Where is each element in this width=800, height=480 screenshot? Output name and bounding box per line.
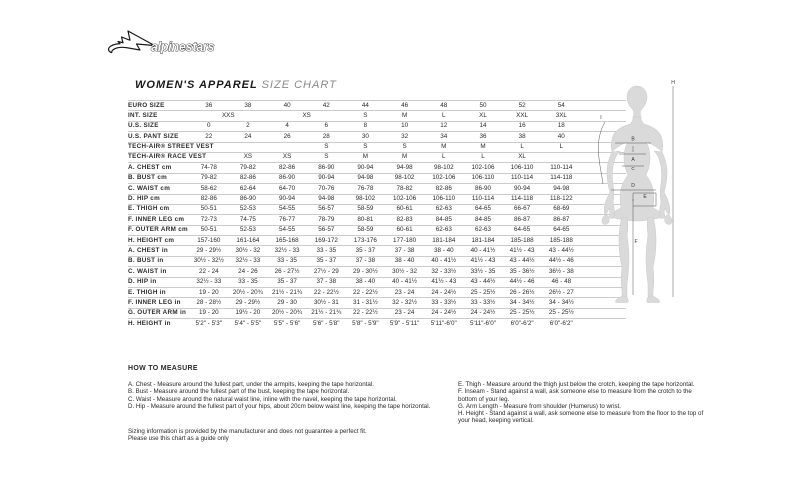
svg-text:D: D	[631, 183, 635, 189]
svg-text:alpinestars: alpinestars	[151, 40, 215, 54]
svg-text:I: I	[600, 115, 601, 121]
svg-text:H: H	[671, 80, 675, 86]
svg-text:F: F	[634, 239, 637, 245]
